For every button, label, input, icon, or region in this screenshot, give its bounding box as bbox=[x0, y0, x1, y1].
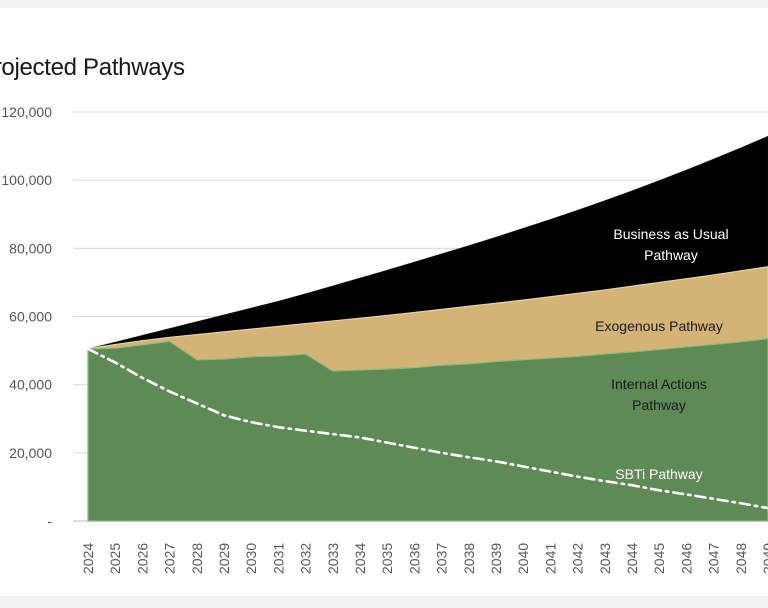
x-tick-label: 2031 bbox=[270, 543, 286, 574]
x-tick-label: 2037 bbox=[434, 543, 450, 574]
internal-actions-pathway-label: Internal Actions Pathway bbox=[611, 376, 707, 413]
x-tick-label: 2033 bbox=[325, 543, 341, 574]
x-tick-label: 2035 bbox=[379, 543, 395, 574]
x-tick-label: 2034 bbox=[352, 543, 368, 574]
chart-panel: -20,000 40,000 60,000 80,000 100,000 120,000 … bbox=[0, 8, 768, 596]
x-tick-label: 2027 bbox=[162, 543, 178, 574]
y-tick-label: - bbox=[47, 513, 52, 529]
x-tick-label: 2046 bbox=[678, 543, 694, 574]
x-tick-label: 2049 bbox=[760, 543, 768, 574]
y-tick-label: 100,000 bbox=[1, 172, 52, 188]
x-tick-label: 2042 bbox=[570, 543, 586, 574]
x-tick-label: 2028 bbox=[189, 543, 205, 574]
x-tick-label: 2040 bbox=[515, 543, 531, 574]
x-tick-label: 2047 bbox=[706, 543, 722, 574]
internal-actions-pathway-area bbox=[87, 338, 768, 522]
exogenous-pathway-label: Exogenous Pathway bbox=[595, 318, 723, 334]
x-tick-label: 2036 bbox=[406, 543, 422, 574]
y-tick-label: 60,000 bbox=[9, 309, 52, 325]
sbti-pathway-label: SBTi Pathway bbox=[615, 466, 702, 482]
x-tick-label: 2029 bbox=[216, 543, 232, 574]
x-tick-label: 2043 bbox=[597, 543, 613, 574]
x-tick-label: 2045 bbox=[651, 543, 667, 574]
y-tick-label: 120,000 bbox=[1, 104, 52, 120]
x-tick-label: 2030 bbox=[243, 543, 259, 574]
x-tick-label: 2048 bbox=[733, 543, 749, 574]
y-tick-label: 40,000 bbox=[9, 377, 52, 393]
x-tick-label: 2024 bbox=[80, 543, 96, 574]
x-tick-label: 2038 bbox=[461, 543, 477, 574]
y-tick-label: 80,000 bbox=[9, 240, 52, 256]
x-tick-label: 2041 bbox=[542, 543, 558, 574]
x-tick-label: 2039 bbox=[488, 543, 504, 574]
x-tick-label: 2025 bbox=[107, 543, 123, 574]
x-tick-label: 2044 bbox=[624, 543, 640, 574]
projected-pathways-chart: -20,00040,00060,00080,000100,000120,000 … bbox=[1, 104, 768, 574]
business-as-usual-pathway-label: Business as Usual Pathway bbox=[613, 226, 728, 263]
y-tick-label: 20,000 bbox=[9, 445, 52, 461]
chart-title: Projected Pathways bbox=[0, 54, 185, 81]
x-tick-label: 2032 bbox=[298, 543, 314, 574]
sbti-pathway-line bbox=[86, 347, 768, 510]
x-tick-label: 2026 bbox=[134, 543, 150, 574]
